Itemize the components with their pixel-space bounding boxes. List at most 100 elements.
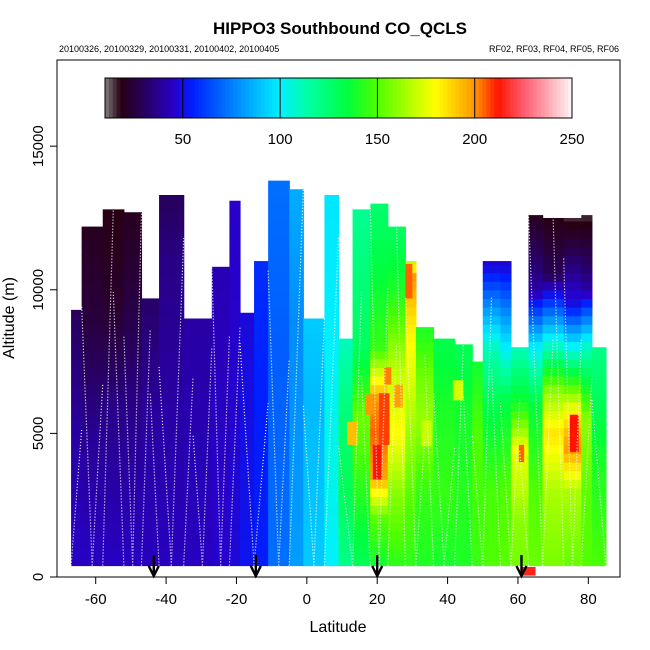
colorbar-swatch [264,78,269,118]
heatmap-cell [141,444,160,455]
heatmap-cell [324,444,340,455]
heatmap-cell [387,513,406,524]
heatmap-cell [338,479,354,489]
heatmap-cell [324,272,340,282]
heatmap-cell [563,289,582,299]
heatmap-cell [254,358,269,368]
heatmap-cell [71,427,83,437]
heatmap-cell [268,401,290,412]
heatmap-cell [387,410,406,420]
heatmap-cell [254,261,269,265]
colorbar-swatch [116,78,122,118]
heatmap-cell [528,332,544,343]
heatmap-cell [591,444,607,455]
heatmap-cell [472,496,484,506]
heatmap-cell [510,427,530,437]
heatmap-cell [303,350,326,360]
heatmap-cell [71,384,83,394]
heatmap-cell [415,410,435,420]
heatmap-cell [183,539,213,549]
colorbar-swatch [295,78,301,118]
heatmap-cell [81,393,104,403]
colorbar-swatch [334,78,339,118]
heatmap-cell [123,393,143,403]
colorbar-swatch [486,78,491,118]
heatmap-cell [405,487,417,498]
heatmap-cell [387,281,406,291]
colorbar-swatch [509,78,515,118]
heatmap-cell [211,470,231,480]
heatmap-cell [254,505,269,515]
heatmap-cell [433,358,456,368]
heatmap-cell [415,393,435,403]
heatmap-cell [581,496,593,506]
colorbar-swatch [365,78,371,118]
heatmap-cell [229,462,241,472]
heatmap-cell [387,470,406,480]
heatmap-cell [370,358,389,368]
heatmap-cell [352,367,371,377]
heatmap-cell [123,289,143,299]
heatmap-cell [482,539,501,549]
heatmap-cell [352,393,371,403]
heatmap-cell [81,332,104,343]
heatmap-cell [542,427,565,437]
heatmap-cell [338,556,354,567]
heatmap-cell [528,470,544,480]
colorbar-swatch [416,78,421,118]
heatmap-cell [528,436,544,446]
heatmap-cell [591,427,607,437]
heatmap-cell [454,419,473,429]
colorbar-swatch [381,78,386,118]
heatmap-cell [581,410,593,420]
heatmap-cell [159,410,185,420]
heatmap-cell [211,289,231,299]
heatmap-cell [500,427,512,437]
heatmap-cell [528,281,544,291]
heatmap-cell [102,410,125,420]
flight-track [591,398,607,566]
colorbar-swatch [408,78,413,118]
heatmap-cell [433,410,456,420]
heatmap-cell [433,539,456,549]
heatmap-cell [482,444,501,455]
heatmap-cell [303,401,326,412]
heatmap-cell [71,444,83,455]
flight-track [395,226,406,566]
heatmap-cell [454,436,473,446]
heatmap-cell [563,470,582,480]
colorbar-swatch [136,78,141,118]
heatmap-cell [289,203,304,213]
heatmap-cell [591,513,607,524]
heatmap-cell [303,410,326,420]
heatmap-cell [433,462,456,472]
heatmap-cell [500,315,512,325]
heatmap-cell [102,220,125,231]
heatmap-cell [324,238,340,248]
heatmap-cell [563,367,582,377]
heatmap-cell [102,375,125,386]
heatmap-cell [102,462,125,472]
heatmap-cell [303,505,326,515]
heatmap-cell [415,358,435,368]
heatmap-cell [415,375,435,386]
flight-track [313,318,326,566]
heatmap-cell [563,307,582,317]
heatmap-cell [71,479,83,489]
heatmap-cell [352,341,371,351]
heatmap-cell [159,203,185,213]
heatmap-cell [405,315,417,325]
colorbar-swatch [342,78,347,118]
heatmap-cell [268,289,290,299]
heatmap-cell [510,496,530,506]
colorbar-swatch [400,78,406,118]
heatmap-cell [352,531,371,541]
heatmap-cell [482,505,501,515]
heatmap-cell [563,522,582,532]
heatmap-cell [141,341,160,351]
heatmap-cell [324,505,340,515]
heatmap-cell [159,505,185,515]
heatmap-cell [352,522,371,532]
heatmap-cell [71,496,83,506]
heatmap-cell [405,496,417,506]
